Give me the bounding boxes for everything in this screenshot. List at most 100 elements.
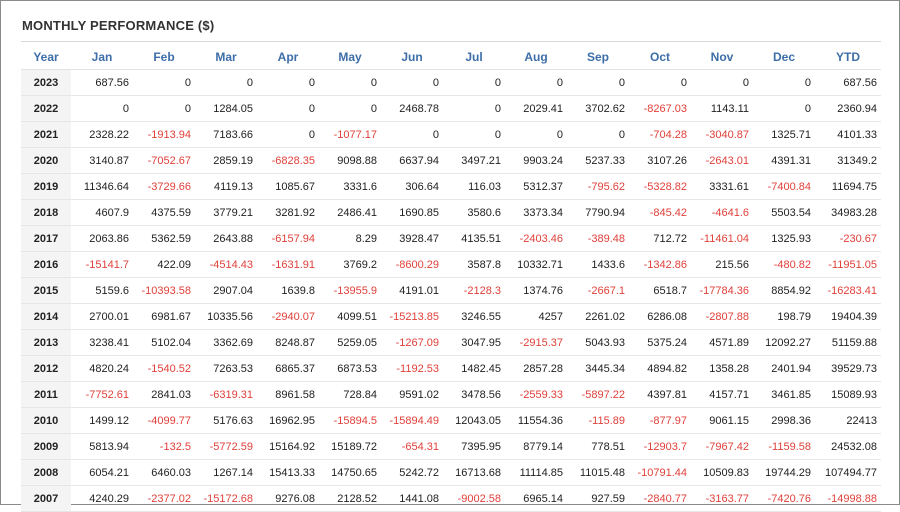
value-cell: 1358.28: [691, 355, 753, 382]
value-cell: 4820.24: [71, 355, 133, 382]
value-cell: 2998.36: [753, 407, 815, 434]
value-cell: 2328.22: [71, 121, 133, 148]
value-cell: -6828.35: [257, 147, 319, 174]
value-cell: 6518.7: [629, 277, 691, 304]
value-cell: 9276.08: [257, 485, 319, 512]
value-cell: 0: [567, 69, 629, 96]
value-cell: 927.59: [567, 485, 629, 512]
value-cell: 6873.53: [319, 355, 381, 382]
value-cell: 4894.82: [629, 355, 691, 382]
column-header-nov: Nov: [691, 44, 753, 70]
value-cell: -704.28: [629, 121, 691, 148]
value-cell: 0: [753, 95, 815, 122]
value-cell: 4157.71: [691, 381, 753, 408]
year-cell: 2018: [21, 199, 71, 226]
table-row: 2017 2063.86 5362.59 2643.88 -6157.94 8.29 392…: [21, 225, 881, 252]
table-row: 2009 5813.94 -132.5 -5772.59 15164.92 15189.7…: [21, 433, 881, 460]
value-cell: 8248.87: [257, 329, 319, 356]
value-cell: 0: [133, 69, 195, 96]
value-cell: -7967.42: [691, 433, 753, 460]
value-cell: -4641.6: [691, 199, 753, 226]
value-cell: 5375.24: [629, 329, 691, 356]
value-cell: -2403.46: [505, 225, 567, 252]
value-cell: 0: [257, 69, 319, 96]
value-cell: -7752.61: [71, 381, 133, 408]
value-cell: -15213.85: [381, 303, 443, 330]
value-cell: 24532.08: [815, 433, 881, 460]
header-row: Year Jan Feb Mar Apr May Jun Jul Aug Sep Oct Nov Dec…: [21, 44, 881, 70]
value-cell: 0: [567, 121, 629, 148]
value-cell: 4375.59: [133, 199, 195, 226]
table-row: 2015 5159.6 -10393.58 2907.04 1639.8 -13955.9…: [21, 277, 881, 304]
value-cell: 6865.37: [257, 355, 319, 382]
value-cell: 51159.88: [815, 329, 881, 356]
value-cell: 6965.14: [505, 485, 567, 512]
value-cell: 2128.52: [319, 485, 381, 512]
value-cell: 4571.89: [691, 329, 753, 356]
year-cell: 2019: [21, 173, 71, 200]
monthly-performance-table: Year Jan Feb Mar Apr May Jun Jul Aug Sep Oct Nov Dec…: [21, 44, 881, 512]
value-cell: -1192.53: [381, 355, 443, 382]
value-cell: -1631.91: [257, 251, 319, 278]
value-cell: 687.56: [815, 69, 881, 96]
value-cell: -15141.7: [71, 251, 133, 278]
value-cell: -2940.07: [257, 303, 319, 330]
value-cell: 2859.19: [195, 147, 257, 174]
value-cell: -15894.5: [319, 407, 381, 434]
value-cell: -3040.87: [691, 121, 753, 148]
value-cell: 1441.08: [381, 485, 443, 512]
value-cell: 5259.05: [319, 329, 381, 356]
table-row: 2020 3140.87 -7052.67 2859.19 -6828.35 9098.8…: [21, 147, 881, 174]
value-cell: -4099.77: [133, 407, 195, 434]
value-cell: 3107.26: [629, 147, 691, 174]
table-row: 2019 11346.64 -3729.66 4119.13 1085.67 3331.6…: [21, 173, 881, 200]
value-cell: -2128.3: [443, 277, 505, 304]
value-cell: 198.79: [753, 303, 815, 330]
value-cell: 3246.55: [443, 303, 505, 330]
column-header-year: Year: [21, 44, 71, 70]
value-cell: 8854.92: [753, 277, 815, 304]
table-row: 2016 -15141.7 422.09 -4514.43 -1631.91 3769.2…: [21, 251, 881, 278]
value-cell: -389.48: [567, 225, 629, 252]
value-cell: 2841.03: [133, 381, 195, 408]
value-cell: 4391.31: [753, 147, 815, 174]
value-cell: 6460.03: [133, 459, 195, 486]
value-cell: -132.5: [133, 433, 195, 460]
value-cell: -17784.36: [691, 277, 753, 304]
value-cell: 1499.12: [71, 407, 133, 434]
table-row: 2007 4240.29 -2377.02 -15172.68 9276.08 2128.…: [21, 485, 881, 512]
table-row: 2018 4607.9 4375.59 3779.21 3281.92 2486.41 16…: [21, 199, 881, 226]
value-cell: 5503.54: [753, 199, 815, 226]
value-cell: 6981.67: [133, 303, 195, 330]
value-cell: 5237.33: [567, 147, 629, 174]
value-cell: -6157.94: [257, 225, 319, 252]
table-row: 2008 6054.21 6460.03 1267.14 15413.33 14750.6…: [21, 459, 881, 486]
value-cell: 5813.94: [71, 433, 133, 460]
value-cell: 0: [319, 69, 381, 96]
value-cell: 1325.71: [753, 121, 815, 148]
value-cell: 4257: [505, 303, 567, 330]
value-cell: 34983.28: [815, 199, 881, 226]
value-cell: 6286.08: [629, 303, 691, 330]
value-cell: 19744.29: [753, 459, 815, 486]
value-cell: 687.56: [71, 69, 133, 96]
value-cell: 107494.77: [815, 459, 881, 486]
value-cell: 1143.11: [691, 95, 753, 122]
value-cell: 10509.83: [691, 459, 753, 486]
value-cell: -795.62: [567, 173, 629, 200]
value-cell: 0: [443, 69, 505, 96]
value-cell: -13955.9: [319, 277, 381, 304]
value-cell: 3331.6: [319, 173, 381, 200]
value-cell: 422.09: [133, 251, 195, 278]
value-cell: 3461.85: [753, 381, 815, 408]
value-cell: -6319.31: [195, 381, 257, 408]
value-cell: 3702.62: [567, 95, 629, 122]
value-cell: 4099.51: [319, 303, 381, 330]
table-row: 2012 4820.24 -1540.52 7263.53 6865.37 6873.53…: [21, 355, 881, 382]
value-cell: 15189.72: [319, 433, 381, 460]
value-cell: 9591.02: [381, 381, 443, 408]
value-cell: 0: [381, 69, 443, 96]
value-cell: -5772.59: [195, 433, 257, 460]
value-cell: 728.84: [319, 381, 381, 408]
